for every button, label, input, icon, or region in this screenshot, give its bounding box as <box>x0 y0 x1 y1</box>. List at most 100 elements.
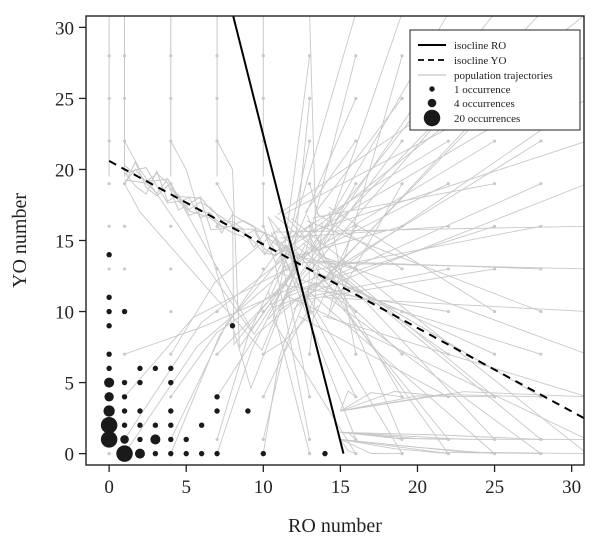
occurrence-point <box>121 408 128 414</box>
occurrence-point <box>137 436 143 443</box>
trajectory-start-point <box>308 12 311 15</box>
trajectory-start-point <box>585 12 588 15</box>
trajectory-start-point <box>585 54 588 57</box>
population-trajectory <box>295 268 495 302</box>
population-trajectory <box>324 296 584 312</box>
population-trajectory <box>270 183 541 306</box>
population-trajectory <box>280 255 311 397</box>
trajectory-start-point <box>307 452 312 456</box>
population-trajectory <box>302 262 584 270</box>
occurrence-point <box>214 450 220 457</box>
x-tick-label: 0 <box>104 477 114 498</box>
x-axis-title: RO number <box>288 515 382 537</box>
population-trajectory <box>262 285 304 454</box>
population-trajectory <box>340 438 584 455</box>
occurrence-point <box>100 416 118 434</box>
population-trajectory <box>309 141 584 233</box>
occurrence-point <box>121 308 128 315</box>
population-trajectory <box>340 391 584 412</box>
occurrence-point <box>198 450 205 457</box>
population-trajectory <box>282 273 541 355</box>
population-trajectory <box>301 55 357 266</box>
population-trajectory <box>279 140 403 306</box>
population-trajectory <box>124 164 300 276</box>
occurrence-point <box>100 431 118 448</box>
occurrence-point <box>168 365 174 372</box>
population-trajectory <box>297 268 449 300</box>
occurrence-point <box>260 450 267 457</box>
population-trajectory <box>340 431 541 440</box>
x-tick-label: 30 <box>562 477 581 498</box>
population-trajectory <box>280 225 449 239</box>
population-trajectory <box>298 315 449 398</box>
occurrence-point <box>137 365 143 372</box>
population-trajectory <box>326 183 403 318</box>
legend-occurrence-marker <box>427 98 437 108</box>
x-tick-label: 15 <box>331 477 350 498</box>
population-trajectory <box>124 160 300 264</box>
trajectory-start-point <box>261 437 265 442</box>
occurrence-point <box>106 351 112 357</box>
trajectory-start-point <box>354 182 358 186</box>
population-trajectory <box>262 183 300 264</box>
population-trajectory <box>322 315 584 397</box>
occurrence-point <box>322 450 328 457</box>
y-tick-label: 0 <box>65 445 75 466</box>
occurrence-point <box>137 379 143 386</box>
trajectory-start-point <box>585 225 588 228</box>
trajectory-start-point <box>400 54 404 58</box>
trajectory-start-point <box>585 310 588 313</box>
population-trajectory <box>322 256 584 354</box>
population-trajectory <box>305 293 403 454</box>
trajectory-start-point <box>400 182 404 186</box>
legend-occurrence-marker <box>429 86 435 92</box>
occurrence-point <box>120 435 129 444</box>
population-trajectory <box>339 390 357 412</box>
trajectory-start-point <box>354 54 358 58</box>
trajectory-start-point <box>107 267 111 271</box>
trajectory-start-point <box>585 139 588 142</box>
x-tick-label: 5 <box>181 477 191 498</box>
occurrence-point <box>168 379 174 386</box>
population-trajectory <box>274 215 495 398</box>
trajectory-start-point <box>539 12 542 15</box>
trajectory-start-point <box>585 438 588 441</box>
trajectory-start-point <box>107 224 111 228</box>
trajectory-start-point <box>493 12 496 15</box>
trajectory-start-point <box>169 12 172 15</box>
occurrence-point <box>116 445 133 462</box>
y-axis-title: YO number <box>9 193 31 288</box>
population-trajectory <box>340 438 541 455</box>
y-tick-label: 15 <box>55 232 74 253</box>
population-trajectory <box>216 282 317 398</box>
axes: 0 5 10 15 20 25 30 0 5 10 15 20 25 30 RO number YO numb… <box>9 15 585 537</box>
y-tick-label: 25 <box>55 89 74 110</box>
trajectory-start-point <box>122 224 127 228</box>
occurrence-point <box>121 394 128 400</box>
population-trajectory <box>262 295 317 397</box>
population-trajectory <box>304 140 357 213</box>
trajectory-start-point <box>446 182 450 186</box>
trajectory-start-point <box>123 12 126 15</box>
population-trajectory <box>263 305 319 355</box>
occurrence-point <box>168 436 174 443</box>
occurrence-point <box>137 408 143 414</box>
population-trajectory <box>124 233 317 440</box>
population-trajectory <box>170 230 292 454</box>
trajectory-start-point <box>585 267 588 270</box>
trajectory-start-point <box>446 267 450 271</box>
population-trajectory <box>328 55 403 312</box>
y-tick-label: 30 <box>55 18 74 39</box>
population-trajectory <box>170 285 286 398</box>
trajectory-start-point <box>261 267 265 271</box>
occurrence-point <box>137 422 143 428</box>
population-trajectory <box>340 395 495 412</box>
occurrence-point <box>183 436 189 443</box>
population-trajectory <box>124 251 307 454</box>
population-trajectory <box>290 218 584 452</box>
trajectory-start-point <box>122 267 127 271</box>
trajectory-start-point <box>169 224 173 228</box>
population-trajectory <box>170 227 281 355</box>
legend-trajectories-label: population trajectories <box>454 70 553 82</box>
